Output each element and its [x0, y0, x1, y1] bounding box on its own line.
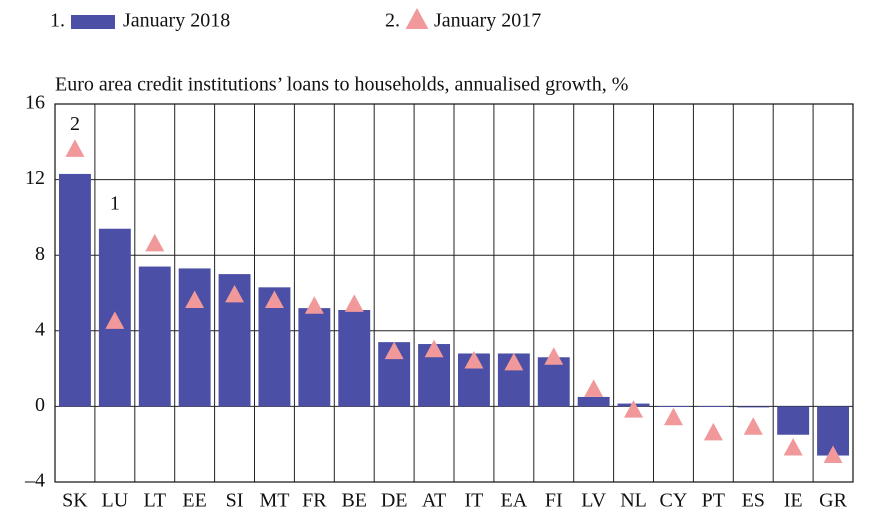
y-tick-label: 16 [25, 92, 45, 114]
triangle-marker [65, 139, 85, 157]
annotation: 2 [70, 113, 80, 135]
bar [777, 406, 810, 435]
x-tick-label: FR [302, 490, 327, 512]
x-tick-label: NL [620, 490, 647, 512]
x-tick-label: IE [784, 490, 803, 512]
bar [737, 406, 770, 408]
y-tick-label: 8 [35, 243, 45, 265]
y-tick-label: 0 [35, 394, 45, 416]
x-tick-label: DE [381, 490, 408, 512]
triangle-marker [264, 290, 284, 309]
legend-prefix: 2. [385, 10, 400, 32]
legend-label: January 2017 [434, 10, 541, 32]
triangle-marker [783, 437, 803, 456]
triangle-marker [584, 379, 604, 397]
triangle-marker [624, 400, 644, 418]
legend-label: January 2018 [123, 10, 230, 32]
legend-swatch [71, 15, 115, 29]
triangle-marker [464, 351, 484, 369]
triangle-marker [823, 445, 843, 464]
x-tick-label: SI [226, 490, 244, 512]
triangle-marker [344, 294, 364, 312]
bar [537, 357, 570, 407]
x-tick-label: MT [259, 490, 289, 512]
x-tick-label: SK [62, 490, 88, 512]
x-tick-label: PT [702, 490, 725, 512]
triangle-marker [663, 407, 683, 426]
bar [298, 308, 331, 407]
legend-prefix: 1. [50, 10, 65, 32]
bar [657, 406, 690, 408]
y-tick-label: 12 [25, 167, 45, 189]
triangle-marker [703, 422, 723, 441]
x-tick-label: LU [102, 490, 129, 512]
annotation: 1 [110, 192, 120, 214]
triangle-marker [424, 339, 444, 358]
chart-title: Euro area credit institutions’ loans to … [55, 74, 628, 96]
x-tick-label: FI [545, 490, 563, 512]
bar [178, 268, 211, 407]
y-tick-label: –4 [24, 470, 45, 492]
x-tick-label: LT [143, 490, 166, 512]
triangle-marker [743, 417, 763, 435]
triangle-marker [105, 311, 125, 329]
bar [58, 173, 91, 407]
triangle-marker [225, 284, 245, 303]
x-tick-label: EA [501, 490, 528, 512]
x-tick-label: CY [660, 490, 688, 512]
x-tick-label: EE [182, 490, 206, 512]
x-tick-label: IT [465, 490, 484, 512]
triangle-marker [504, 352, 524, 371]
x-tick-label: BE [341, 490, 367, 512]
x-tick-label: GR [819, 490, 847, 512]
bar [697, 406, 730, 408]
bar [138, 266, 171, 407]
legend-swatch [405, 8, 429, 29]
bar [338, 310, 371, 407]
x-tick-label: LV [581, 490, 606, 512]
triangle-marker [304, 296, 324, 314]
triangle-marker [185, 290, 205, 309]
triangle-marker [544, 347, 564, 365]
triangle-marker [384, 341, 404, 360]
triangle-marker [145, 233, 165, 252]
plot-frame [54, 103, 854, 483]
bar [577, 396, 610, 407]
x-tick-label: ES [742, 490, 765, 512]
x-tick-label: AT [422, 490, 446, 512]
y-tick-label: 4 [35, 318, 45, 340]
